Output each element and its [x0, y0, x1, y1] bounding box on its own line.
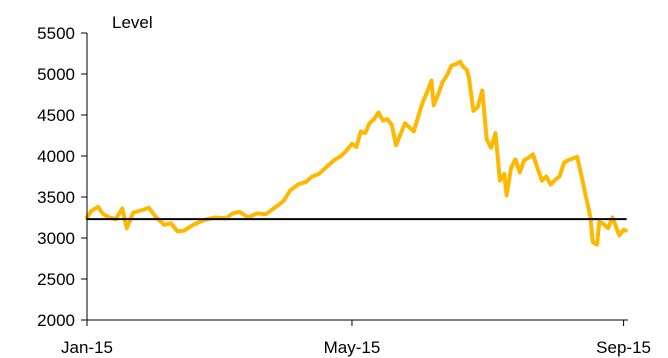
y-tick-label: 3500: [37, 188, 75, 207]
x-tick-label: May-15: [324, 338, 381, 357]
y-tick-label: 4000: [37, 147, 75, 166]
y-axis-title: Level: [112, 13, 153, 32]
y-axis-ticks: 2000 2500 3000 3500 4000 4500 5000 5500: [37, 24, 87, 330]
y-tick-label: 5000: [37, 65, 75, 84]
y-tick-label: 2500: [37, 270, 75, 289]
y-tick-label: 4500: [37, 106, 75, 125]
y-tick-label: 3000: [37, 229, 75, 248]
y-tick-label: 2000: [37, 311, 75, 330]
x-tick-label: Sep-15: [596, 338, 651, 357]
series-level-line: [85, 59, 628, 247]
y-tick-label: 5500: [37, 24, 75, 43]
x-tick-label: Jan-15: [61, 338, 113, 357]
series-layer: [85, 59, 628, 247]
x-axis-ticks: Jan-15 May-15 Sep-15: [61, 320, 651, 357]
